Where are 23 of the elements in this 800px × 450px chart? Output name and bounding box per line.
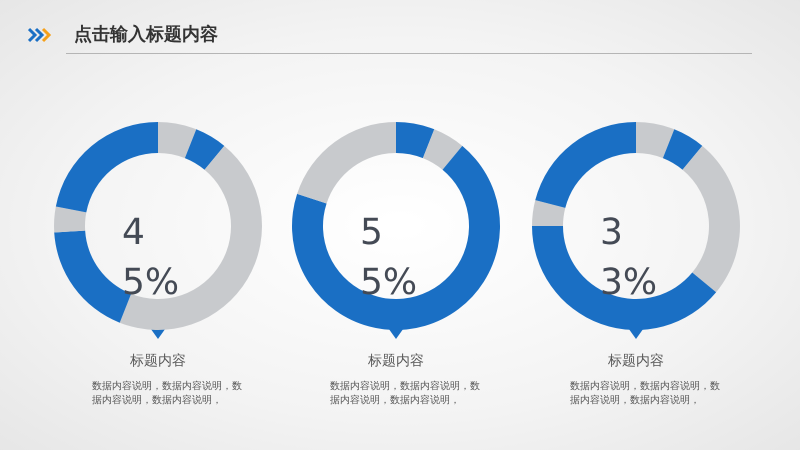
donut-slice (56, 122, 158, 212)
donut-slice (54, 206, 86, 233)
donut-slice (422, 129, 462, 170)
text: 标题内容 (607, 352, 665, 370)
text: 33% (600, 211, 658, 305)
text: 45% (122, 211, 180, 305)
donut-slice (184, 129, 224, 170)
donut-slice (297, 122, 396, 204)
donut-slice (662, 129, 702, 170)
text: 数据内容说明，数据内容说明，数据内容说明，数据内容说明， (330, 380, 481, 408)
donut-slice (636, 122, 674, 158)
text: 标题内容 (367, 352, 425, 370)
donut-slice (682, 146, 740, 292)
text: 标题内容 (129, 352, 187, 370)
text: 55% (360, 211, 418, 305)
text: 点击输入标题内容 (74, 23, 218, 46)
text: 数据内容说明，数据内容说明，数据内容说明，数据内容说明， (92, 380, 243, 408)
donut-slice (396, 122, 434, 158)
donut-slice (120, 146, 262, 330)
donut-slice (535, 122, 636, 208)
donut-slice (532, 200, 566, 226)
donut-slice (158, 122, 196, 158)
text: 数据内容说明，数据内容说明，数据内容说明，数据内容说明， (570, 380, 721, 408)
